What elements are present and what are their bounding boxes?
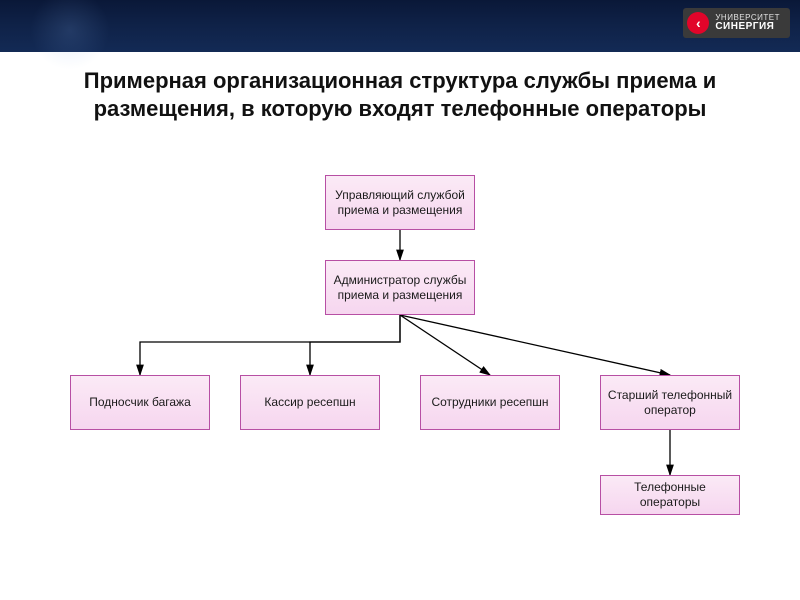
org-node-n2: Администратор службы приема и размещения [325,260,475,315]
org-node-n1: Управляющий службой приема и размещения [325,175,475,230]
org-node-n3: Подносчик багажа [70,375,210,430]
org-node-n7: Телефонные операторы [600,475,740,515]
brand-logo: ‹ УНИВЕРСИТЕТ СИНЕРГИЯ [683,8,790,38]
page-title: Примерная организационная структура служ… [40,67,760,122]
header-bar: ‹ УНИВЕРСИТЕТ СИНЕРГИЯ [0,0,800,52]
brand-line2: СИНЕРГИЯ [715,22,780,33]
brand-icon: ‹ [687,12,709,34]
org-node-n4: Кассир ресепшн [240,375,380,430]
org-chart: Управляющий службой приема и размещения А… [0,165,800,585]
org-node-n6: Старший телефонный оператор [600,375,740,430]
brand-line1: УНИВЕРСИТЕТ [715,14,780,22]
brand-text: УНИВЕРСИТЕТ СИНЕРГИЯ [715,14,780,33]
org-node-n5: Сотрудники ресепшн [420,375,560,430]
